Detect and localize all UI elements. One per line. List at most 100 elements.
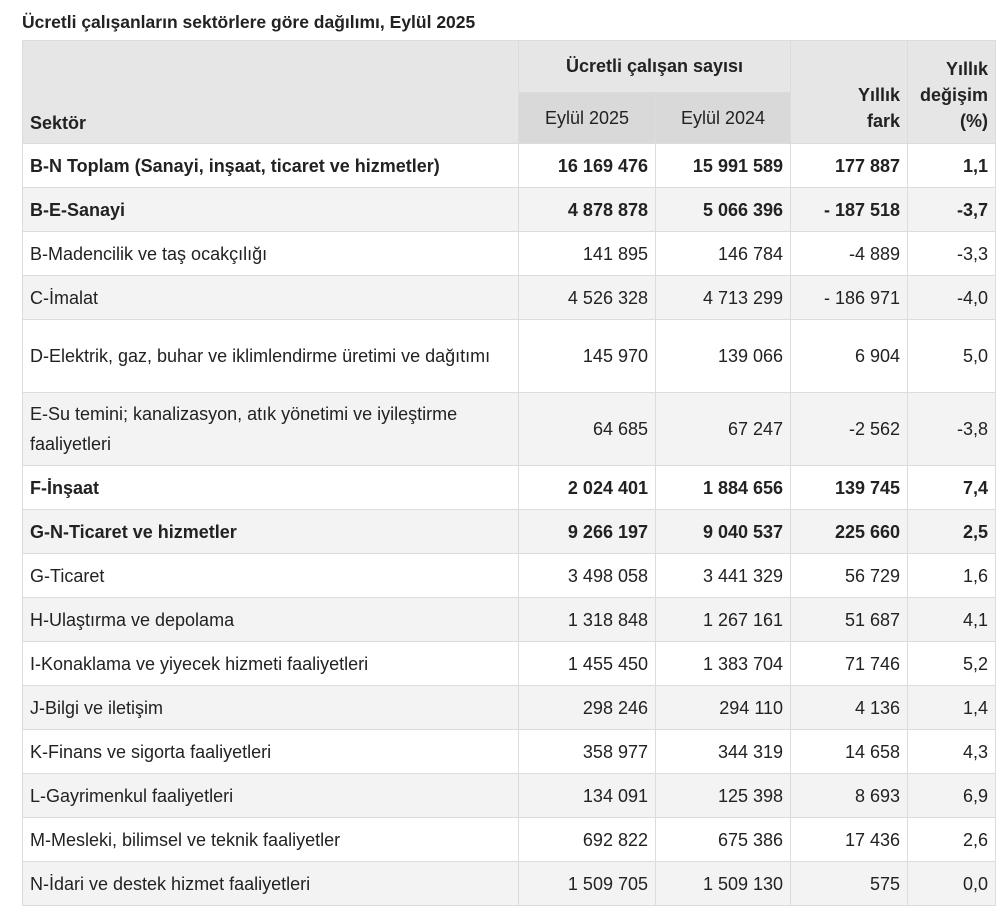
value-cell: -3,8 [907,392,997,466]
sector-cell: B-Madencilik ve taş ocakçılığı [22,231,519,276]
value-cell: 225 660 [790,509,909,554]
value-cell: 16 169 476 [518,143,656,188]
value-cell: -4,0 [907,275,997,320]
value-cell: 56 729 [790,553,909,598]
value-cell: 4 878 878 [518,187,656,232]
header-line: Yıllık [945,59,989,79]
table-row: H-Ulaştırma ve depolama 1 318 848 1 267 16… [22,597,997,642]
sector-cell: J-Bilgi ve iletişim [22,685,519,730]
value-cell: 4 713 299 [654,275,792,320]
table-row: B-Madencilik ve taş ocakçılığı 141 895 146… [22,231,997,276]
value-cell: 575 [790,861,909,906]
value-cell: 4 136 [790,685,909,730]
table-row: B-E-Sanayi 4 878 878 5 066 396- 187 518 -3,… [22,187,997,232]
value-cell: 125 398 [654,773,792,818]
table-row: N-İdari ve destek hizmet faaliyetleri 1 5… [22,861,997,906]
sector-cell: C-İmalat [22,275,519,320]
header-line: Yıllık [857,85,901,105]
table-row: I-Konaklama ve yiyecek hizmeti faaliyetl… [22,641,997,686]
value-cell: 1 884 656 [654,465,792,510]
table-header: Sektör Ücretli çalışan sayısı Yıllık fark… [22,40,997,144]
value-cell: 8 693 [790,773,909,818]
value-cell: 3 498 058 [518,553,656,598]
value-cell: 17 436 [790,817,909,862]
value-cell: 2 024 401 [518,465,656,510]
header-cell: Eylül 2024 [654,92,792,144]
value-cell: 1,1 [907,143,997,188]
value-cell: 9 040 537 [654,509,792,554]
value-cell: 15 991 589 [654,143,792,188]
value-cell: - 187 518 [790,187,909,232]
sector-cell: N-İdari ve destek hizmet faaliyetleri [22,861,519,906]
page-title: Ücretli çalışanların sektörlere göre dağ… [22,12,476,32]
value-cell: 4 526 328 [518,275,656,320]
value-cell: 4,3 [907,729,997,774]
header-cell: Yıllık değişim (%) [907,40,997,144]
value-cell: -3,7 [907,187,997,232]
sector-cell: F-İnşaat [22,465,519,510]
value-cell: 51 687 [790,597,909,642]
value-cell: 1 383 704 [654,641,792,686]
header-cell: Yıllık fark [790,40,909,144]
sector-cell: H-Ulaştırma ve depolama [22,597,519,642]
data-table: Sektör Ücretli çalışan sayısı Yıllık fark… [22,40,997,906]
table-row: D-Elektrik, gaz, buhar ve iklimlendirme … [22,319,997,393]
sector-cell: K-Finans ve sigorta faaliyetleri [22,729,519,774]
value-cell: 141 895 [518,231,656,276]
value-cell: 1 509 130 [654,861,792,906]
sector-cell: E-Su temini; kanalizasyon, atık yönetimi… [22,392,519,466]
value-cell: -3,3 [907,231,997,276]
table-row: J-Bilgi ve iletişim 298 246 294 110 4 136 1,… [22,685,997,730]
table-row: E-Su temini; kanalizasyon, atık yönetimi… [22,392,997,466]
value-cell: 1,6 [907,553,997,598]
value-cell: 675 386 [654,817,792,862]
sector-cell: B-E-Sanayi [22,187,519,232]
table-row: L-Gayrimenkul faaliyetleri 134 091 125 398… [22,773,997,818]
value-cell: 14 658 [790,729,909,774]
value-cell: 4,1 [907,597,997,642]
value-cell: 1,4 [907,685,997,730]
table-body: B-N Toplam (Sanayi, inşaat, ticaret ve h… [22,143,997,906]
value-cell: 9 266 197 [518,509,656,554]
value-cell: - 186 971 [790,275,909,320]
value-cell: 2,6 [907,817,997,862]
value-cell: 3 441 329 [654,553,792,598]
value-cell: 134 091 [518,773,656,818]
sector-cell: D-Elektrik, gaz, buhar ve iklimlendirme … [22,319,519,393]
value-cell: -4 889 [790,231,909,276]
value-cell: 1 455 450 [518,641,656,686]
sector-cell: B-N Toplam (Sanayi, inşaat, ticaret ve h… [22,143,519,188]
value-cell: 6,9 [907,773,997,818]
value-cell: 2,5 [907,509,997,554]
value-cell: 139 745 [790,465,909,510]
header-line: değişim [919,85,989,105]
header-cell: Eylül 2025 [518,92,656,144]
table-row: B-N Toplam (Sanayi, inşaat, ticaret ve h… [22,143,997,188]
table-row: G-N-Ticaret ve hizmetler 9 266 197 9 040 5… [22,509,997,554]
value-cell: -2 562 [790,392,909,466]
table-row: C-İmalat 4 526 328 4 713 299- 186 971 -4,0 [22,275,997,320]
value-cell: 1 267 161 [654,597,792,642]
value-cell: 146 784 [654,231,792,276]
sector-cell: G-Ticaret [22,553,519,598]
sector-cell: G-N-Ticaret ve hizmetler [22,509,519,554]
sector-cell: L-Gayrimenkul faaliyetleri [22,773,519,818]
value-cell: 1 318 848 [518,597,656,642]
value-cell: 5 066 396 [654,187,792,232]
header-cell: Ücretli çalışan sayısı [517,40,792,93]
value-cell: 294 110 [654,685,792,730]
value-cell: 298 246 [518,685,656,730]
value-cell: 7,4 [907,465,997,510]
table-row: G-Ticaret 3 498 058 3 441 329 56 729 1,6 [22,553,997,598]
value-cell: 6 904 [790,319,909,393]
value-cell: 0,0 [907,861,997,906]
value-cell: 64 685 [518,392,656,466]
value-cell: 177 887 [790,143,909,188]
value-cell: 145 970 [518,319,656,393]
value-cell: 692 822 [518,817,656,862]
value-cell: 5,2 [907,641,997,686]
value-cell: 358 977 [518,729,656,774]
value-cell: 5,0 [907,319,997,393]
